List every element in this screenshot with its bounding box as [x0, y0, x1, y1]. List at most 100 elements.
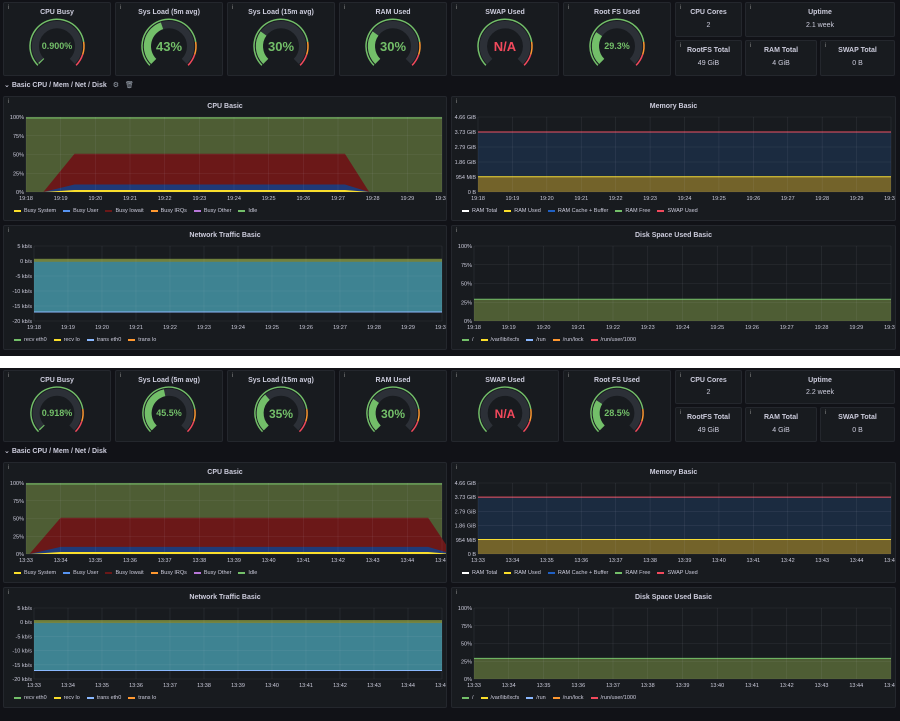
- info-icon[interactable]: i: [8, 465, 10, 471]
- info-icon[interactable]: i: [232, 5, 234, 11]
- legend-item[interactable]: trans eth0: [86, 695, 121, 701]
- info-icon[interactable]: i: [456, 590, 458, 596]
- legend-item[interactable]: recv eth0: [14, 695, 47, 701]
- chevron-down-icon[interactable]: ⌄: [4, 448, 12, 455]
- stat-panel[interactable]: i RootFS Total 49 GiB: [675, 407, 742, 442]
- info-icon[interactable]: i: [8, 5, 10, 11]
- info-icon[interactable]: i: [568, 5, 570, 11]
- legend-item[interactable]: Busy System: [14, 570, 56, 576]
- gauge-panel[interactable]: i Sys Load (15m avg) 30%: [227, 2, 335, 76]
- info-icon[interactable]: i: [680, 410, 682, 416]
- legend-item[interactable]: SWAP Used: [657, 208, 698, 214]
- legend-item[interactable]: /var/lib/lxcfs: [480, 695, 519, 701]
- info-icon[interactable]: i: [750, 5, 752, 11]
- gauge-panel[interactable]: i Sys Load (15m avg) 35%: [227, 370, 335, 442]
- legend-item[interactable]: RAM Total: [462, 570, 497, 576]
- info-icon[interactable]: i: [750, 43, 752, 49]
- legend-item[interactable]: /run/user/1000: [590, 337, 636, 343]
- info-icon[interactable]: i: [680, 5, 682, 11]
- info-icon[interactable]: i: [680, 43, 682, 49]
- legend-item[interactable]: trans lo: [128, 695, 156, 701]
- legend-item[interactable]: /run: [526, 695, 546, 701]
- legend-item[interactable]: Busy IRQs: [150, 208, 187, 214]
- legend-item[interactable]: Idle: [238, 208, 257, 214]
- legend-item[interactable]: RAM Cache + Buffer: [547, 208, 608, 214]
- info-icon[interactable]: i: [8, 373, 10, 379]
- legend-item[interactable]: RAM Total: [462, 208, 497, 214]
- info-icon[interactable]: i: [456, 5, 458, 11]
- legend-item[interactable]: recv lo: [53, 695, 80, 701]
- info-icon[interactable]: i: [120, 373, 122, 379]
- chevron-down-icon[interactable]: ⌄: [4, 82, 12, 89]
- stat-panel[interactable]: i CPU Cores 2: [675, 370, 742, 404]
- info-icon[interactable]: i: [750, 373, 752, 379]
- legend-item[interactable]: /run/user/1000: [590, 695, 636, 701]
- legend-item[interactable]: recv eth0: [14, 337, 47, 343]
- legend-item[interactable]: recv lo: [53, 337, 80, 343]
- legend-item[interactable]: /var/lib/lxcfs: [480, 337, 519, 343]
- legend-item[interactable]: /run: [526, 337, 546, 343]
- info-icon[interactable]: i: [456, 228, 458, 234]
- info-icon[interactable]: i: [8, 99, 10, 105]
- mem-panel[interactable]: i Memory Basic 4.66 GiB 3.73 GiB 2.79 GiB 1.8…: [451, 96, 896, 221]
- stat-panel[interactable]: i RAM Total 4 GiB: [745, 407, 817, 442]
- disk-panel[interactable]: i Disk Space Used Basic 100% 75% 50% 25% 0% 13:…: [451, 587, 896, 708]
- legend-item[interactable]: Busy User: [63, 208, 98, 214]
- trash-icon[interactable]: 🗑: [125, 82, 134, 89]
- info-icon[interactable]: i: [8, 228, 10, 234]
- legend-item[interactable]: Busy IRQs: [150, 570, 187, 576]
- legend-item[interactable]: Busy System: [14, 208, 56, 214]
- info-icon[interactable]: i: [456, 99, 458, 105]
- gauge-panel[interactable]: i Root FS Used 29.3%: [563, 2, 671, 76]
- stat-panel[interactable]: i RootFS Total 49 GiB: [675, 40, 742, 76]
- legend-item[interactable]: Busy User: [63, 570, 98, 576]
- gauge-panel[interactable]: i RAM Used 30%: [339, 2, 447, 76]
- legend-item[interactable]: SWAP Used: [657, 570, 698, 576]
- stat-panel[interactable]: i CPU Cores 2: [675, 2, 742, 37]
- gauge-panel[interactable]: i Sys Load (5m avg) 45.5%: [115, 370, 223, 442]
- row-header[interactable]: ⌄ Basic CPU / Mem / Net / Disk: [4, 447, 107, 455]
- gear-icon[interactable]: ⚙: [112, 82, 120, 89]
- legend-item[interactable]: trans eth0: [86, 337, 121, 343]
- info-icon[interactable]: i: [680, 373, 682, 379]
- net-panel[interactable]: i Network Traffic Basic 5 kb/s 0 b/s -5 kb/s…: [3, 587, 447, 708]
- mem-panel[interactable]: i Memory Basic 4.66 GiB 3.73 GiB 2.79 GiB 1.8…: [451, 462, 896, 583]
- legend-item[interactable]: /: [462, 337, 474, 343]
- gauge-panel[interactable]: i RAM Used 30%: [339, 370, 447, 442]
- info-icon[interactable]: i: [750, 410, 752, 416]
- legend-item[interactable]: /run/lock: [552, 337, 584, 343]
- stat-panel[interactable]: i Uptime 2.2 week: [745, 370, 895, 404]
- gauge-panel[interactable]: i CPU Busy 0.918%: [3, 370, 111, 442]
- gauge-panel[interactable]: i Root FS Used 28.5%: [563, 370, 671, 442]
- legend-item[interactable]: RAM Used: [504, 208, 541, 214]
- legend-item[interactable]: Busy Iowait: [105, 570, 144, 576]
- info-icon[interactable]: i: [568, 373, 570, 379]
- info-icon[interactable]: i: [825, 43, 827, 49]
- row-header[interactable]: ⌄ Basic CPU / Mem / Net / Disk ⚙ 🗑: [4, 81, 134, 89]
- legend-item[interactable]: RAM Free: [615, 208, 650, 214]
- gauge-panel[interactable]: i CPU Busy 0.900%: [3, 2, 111, 76]
- legend-item[interactable]: /run/lock: [552, 695, 584, 701]
- legend-item[interactable]: RAM Used: [504, 570, 541, 576]
- legend-item[interactable]: Busy Other: [193, 570, 231, 576]
- legend-item[interactable]: RAM Cache + Buffer: [547, 570, 608, 576]
- info-icon[interactable]: i: [344, 373, 346, 379]
- info-icon[interactable]: i: [456, 465, 458, 471]
- net-panel[interactable]: i Network Traffic Basic 5 kb/s 0 b/s -5 kb/s…: [3, 225, 447, 350]
- legend-item[interactable]: Busy Iowait: [105, 208, 144, 214]
- info-icon[interactable]: i: [825, 410, 827, 416]
- gauge-panel[interactable]: i Sys Load (5m avg) 43%: [115, 2, 223, 76]
- legend-item[interactable]: Busy Other: [193, 208, 231, 214]
- info-icon[interactable]: i: [8, 590, 10, 596]
- legend-item[interactable]: RAM Free: [615, 570, 650, 576]
- info-icon[interactable]: i: [120, 5, 122, 11]
- gauge-panel[interactable]: i SWAP Used N/A: [451, 370, 559, 442]
- cpu-panel[interactable]: i CPU Basic 100% 75% 50% 25% 0% 13:33 13:34 13:35…: [3, 462, 447, 583]
- stat-panel[interactable]: i SWAP Total 0 B: [820, 40, 895, 76]
- legend-item[interactable]: Idle: [238, 570, 257, 576]
- info-icon[interactable]: i: [344, 5, 346, 11]
- info-icon[interactable]: i: [456, 373, 458, 379]
- disk-panel[interactable]: i Disk Space Used Basic 100% 75% 50% 25% 0% 19:…: [451, 225, 896, 350]
- legend-item[interactable]: /: [462, 695, 474, 701]
- gauge-panel[interactable]: i SWAP Used N/A: [451, 2, 559, 76]
